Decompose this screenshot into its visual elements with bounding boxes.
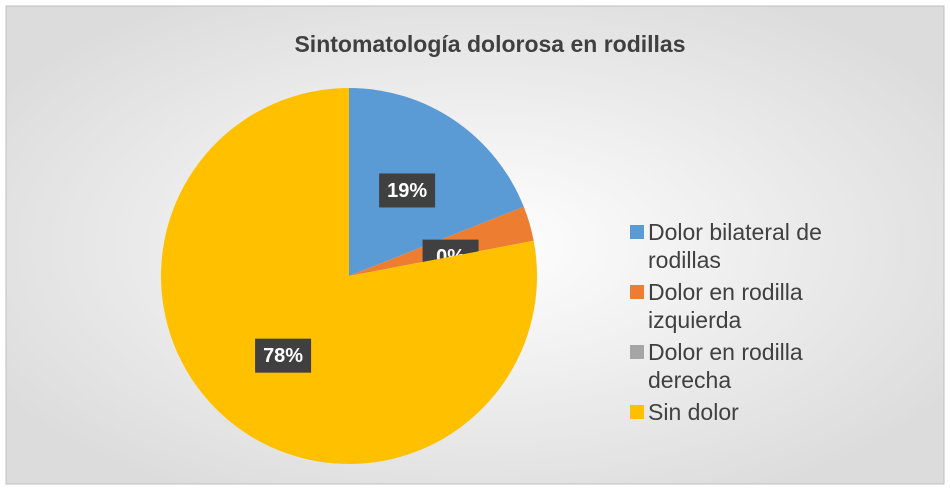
pie-slice xyxy=(349,88,524,276)
legend-item: Dolor en rodilla izquierda xyxy=(630,278,870,334)
legend-swatch xyxy=(630,285,644,299)
data-label-box xyxy=(379,173,436,208)
legend-item: Dolor en rodilla derecha xyxy=(630,338,870,394)
legend-label: Dolor en rodilla izquierda xyxy=(648,279,803,333)
legend-swatch xyxy=(630,405,644,419)
legend-swatch xyxy=(630,345,644,359)
data-label: 78% xyxy=(255,338,312,373)
legend-label: Dolor bilateral de rodillas xyxy=(648,219,822,273)
data-label-text: 78% xyxy=(263,345,303,367)
data-label-text: 19% xyxy=(387,180,427,202)
legend-label: Sin dolor xyxy=(648,399,739,425)
chart-title: Sintomatología dolorosa en rodillas xyxy=(294,31,685,57)
data-label-box xyxy=(255,338,312,373)
legend-label: Dolor en rodilla derecha xyxy=(648,339,803,393)
legend-swatch xyxy=(630,225,644,239)
legend-item: Dolor bilateral de rodillas xyxy=(630,218,870,274)
pie-slice xyxy=(160,88,537,465)
legend-item: Sin dolor xyxy=(630,398,870,426)
data-label: 19% xyxy=(379,173,436,208)
legend: Dolor bilateral de rodillas Dolor en rodi… xyxy=(630,218,870,430)
